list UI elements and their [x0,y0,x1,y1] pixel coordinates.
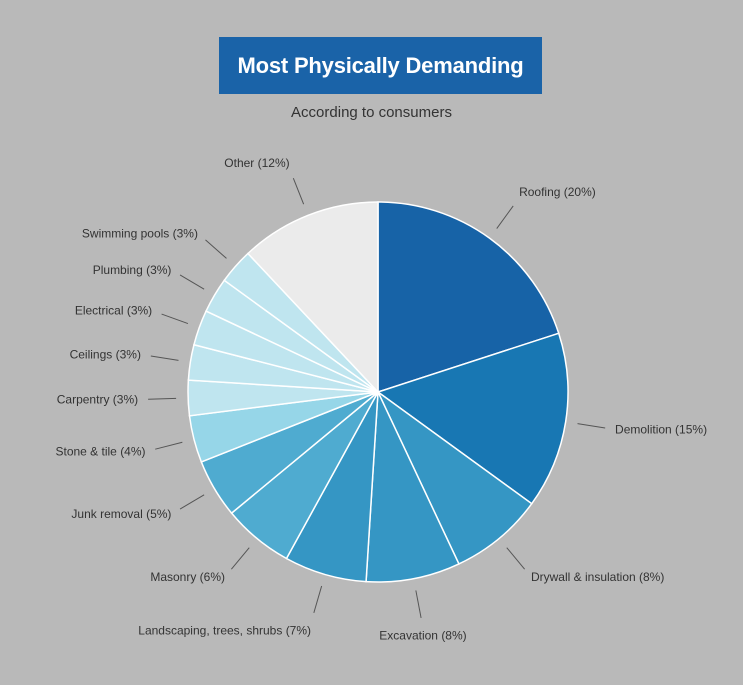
slice-label: Masonry (6%) [150,570,225,584]
chart-title-box: Most Physically Demanding [219,37,542,94]
chart-title: Most Physically Demanding [237,52,524,78]
leader-line [415,590,422,619]
leader-line [161,313,189,325]
slice-label: Roofing (20%) [519,185,596,199]
leader-lines [148,177,606,619]
pie-slice [376,332,569,505]
slice-label: Junk removal (5%) [71,507,171,521]
leader-line [506,547,525,570]
chart-subtitle: According to consumers [291,104,452,121]
slice-label: Stone & tile (4%) [55,445,145,459]
slice-label: Plumbing (3%) [93,263,172,277]
leader-line [179,274,205,290]
slice-label: Ceilings (3%) [70,347,141,361]
leader-line [496,205,514,229]
leader-line [205,239,227,259]
leader-line [179,494,205,510]
leader-line [292,177,305,205]
slice-label: Swimming pools (3%) [82,226,198,240]
slice-label: Demolition (15%) [615,423,707,437]
leader-line [155,441,183,450]
pie-slice [365,391,460,583]
slice-labels: Roofing (20%) Demolition (15%) Drywall & i… [55,156,707,643]
leader-line [577,423,606,429]
slice-label: Drywall & insulation (8%) [531,570,664,584]
pie-slices [187,201,569,583]
pie-slice [377,391,533,565]
slice-label: Other (12%) [224,156,289,170]
slice-label: Excavation (8%) [379,629,466,643]
slice-label: Carpentry (3%) [57,393,138,407]
pie-slice [246,201,379,394]
pie-slice [377,201,560,394]
leader-line [150,355,179,361]
slice-label: Electrical (3%) [75,304,152,318]
leader-line [148,397,177,400]
slice-label: Landscaping, trees, shrubs (7%) [138,623,311,637]
leader-line [231,547,250,570]
leader-line [313,585,323,614]
